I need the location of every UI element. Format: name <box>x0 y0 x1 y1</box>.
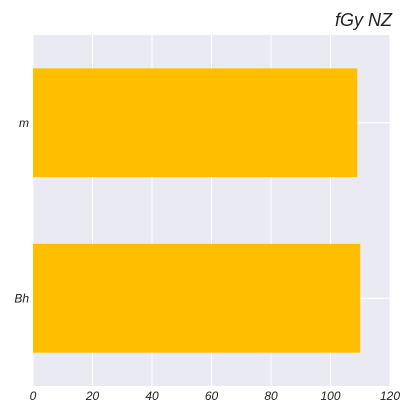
bars <box>33 68 361 353</box>
bar-m <box>33 68 358 178</box>
y-axis-ticks: m Bh <box>14 116 29 306</box>
y-tick-label-bh: Bh <box>14 291 29 305</box>
x-tick-label-5: 100 <box>320 389 340 403</box>
x-tick-label-1: 20 <box>85 389 100 403</box>
x-tick-label-3: 60 <box>205 389 219 403</box>
y-tick-label-m: m <box>19 116 29 130</box>
x-axis-ticks: 0 20 40 60 80 100 120 <box>30 389 401 403</box>
x-tick-label-4: 80 <box>264 389 278 403</box>
bar-bh <box>33 243 361 353</box>
x-tick-label-6: 120 <box>380 389 400 403</box>
x-tick-label-2: 40 <box>145 389 159 403</box>
chart-title: fGy NZ <box>335 10 393 30</box>
x-tick-label-0: 0 <box>30 389 37 403</box>
